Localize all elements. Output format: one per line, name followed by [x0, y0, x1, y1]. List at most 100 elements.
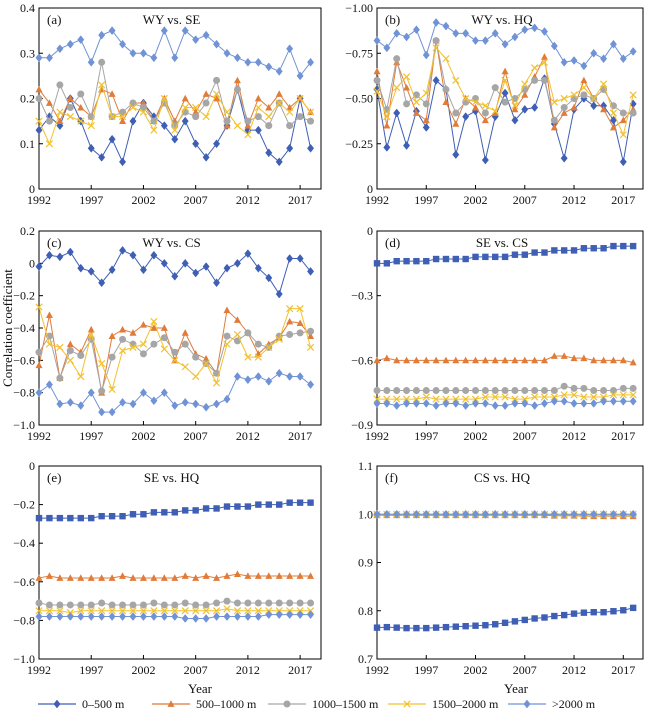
data-point: [265, 572, 273, 579]
data-point: [501, 356, 509, 364]
y-tick-label: −0.25: [345, 137, 373, 151]
data-point: [139, 48, 147, 58]
data-point: [233, 258, 241, 268]
data-point: [521, 356, 529, 364]
data-point: [600, 608, 607, 616]
data-point: [551, 612, 558, 620]
data-point: [171, 134, 179, 144]
plot-frame: [38, 465, 322, 660]
data-point: [56, 252, 64, 262]
data-point: [296, 319, 304, 327]
data-point: [590, 245, 597, 252]
data-point: [620, 242, 627, 250]
data-point: [181, 258, 189, 268]
x-tick-label: 2002: [131, 429, 155, 443]
data-point: [77, 117, 85, 125]
x-tick-label: 2007: [513, 429, 537, 443]
data-point: [472, 622, 479, 629]
data-point: [202, 359, 210, 368]
data-point: [192, 507, 199, 514]
data-point: [540, 53, 548, 60]
data-point: [160, 607, 168, 615]
data-point: [181, 26, 189, 36]
data-point: [540, 76, 548, 84]
data-point: [150, 53, 158, 63]
data-point: [286, 143, 294, 153]
x-tick-label: 2002: [131, 663, 155, 677]
data-point: [491, 509, 499, 519]
data-point: [202, 505, 210, 512]
data-point: [213, 612, 221, 621]
data-point: [393, 356, 401, 364]
data-point: [492, 621, 499, 628]
data-point: [511, 618, 519, 625]
data-point: [422, 100, 430, 108]
data-point: [181, 116, 189, 126]
data-point: [296, 572, 304, 579]
data-point: [223, 332, 231, 340]
data-point: [511, 115, 519, 125]
plot-frame: [376, 230, 644, 426]
data-point: [501, 76, 509, 85]
data-point: [119, 572, 127, 579]
data-point: [108, 134, 116, 144]
y-axis-label: Correlation coefficient: [0, 269, 15, 387]
data-point: [98, 407, 106, 417]
data-point: [181, 572, 189, 579]
data-point: [77, 574, 85, 581]
data-point: [35, 85, 43, 93]
data-point: [383, 43, 391, 53]
data-point: [471, 399, 480, 408]
data-point: [275, 90, 283, 97]
data-point: [570, 610, 578, 617]
data-point: [452, 509, 460, 519]
data-point: [202, 90, 210, 97]
data-point: [108, 407, 116, 417]
data-point: [56, 612, 64, 621]
data-point: [87, 330, 95, 339]
data-point: [171, 126, 179, 134]
data-point: [609, 396, 617, 406]
data-point: [56, 44, 64, 54]
data-point: [296, 329, 304, 337]
data-point: [129, 607, 137, 615]
data-point: [432, 401, 440, 411]
data-point: [87, 388, 95, 398]
data-point: [550, 41, 558, 51]
data-point: [629, 47, 637, 56]
x-tick-label: 2017: [288, 193, 312, 207]
data-point: [98, 612, 106, 621]
data-point: [550, 116, 558, 124]
y-tick-label: −0.8: [13, 386, 35, 400]
data-point: [140, 511, 147, 518]
data-point: [412, 387, 420, 395]
data-point: [540, 509, 549, 519]
data-point: [560, 382, 568, 390]
data-point: [160, 612, 168, 621]
data-point: [373, 87, 381, 95]
data-point: [77, 372, 85, 381]
x-tick-label: 2012: [562, 663, 586, 677]
data-point: [307, 380, 315, 389]
data-point: [432, 356, 440, 364]
data-point: [442, 255, 450, 263]
data-point: [181, 614, 189, 623]
data-point: [160, 26, 168, 36]
data-point: [244, 121, 252, 129]
data-point: [432, 75, 440, 85]
data-point: [570, 91, 578, 99]
data-point: [275, 99, 283, 107]
data-point: [482, 253, 489, 261]
data-point: [98, 607, 106, 615]
panel-label: (b): [385, 12, 400, 27]
data-point: [150, 340, 158, 348]
x-tick-label: 2017: [611, 193, 635, 207]
data-point: [403, 399, 411, 408]
data-point: [77, 35, 85, 45]
x-tick-label: 1997: [414, 663, 438, 677]
series-1: [35, 570, 315, 581]
data-point: [619, 109, 627, 117]
data-point: [265, 122, 273, 130]
data-point: [67, 514, 74, 522]
data-point: [275, 572, 283, 579]
